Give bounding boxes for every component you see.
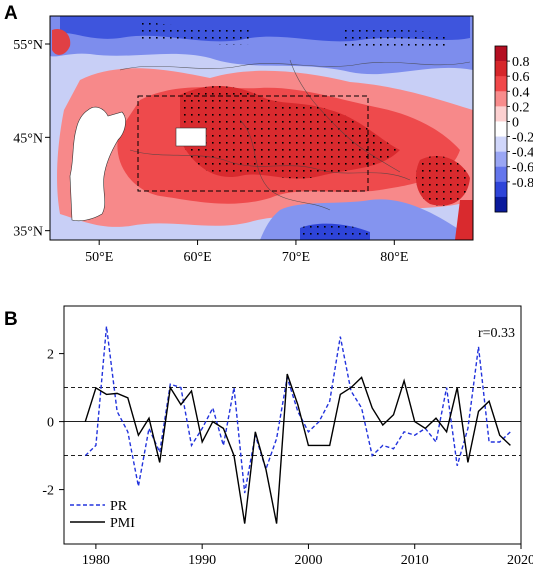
colorbar-segment <box>495 46 507 62</box>
lon-tick-label: 80°E <box>380 250 408 265</box>
y-tick-label: -2 <box>42 484 54 499</box>
colorbar-segment <box>495 181 507 198</box>
colorbar-segment <box>495 196 507 213</box>
x-tick-label: 2010 <box>401 553 429 568</box>
lat-tick-label: 45°N <box>13 131 43 146</box>
colorbar-tick-label: 0.2 <box>512 100 530 115</box>
colorbar-segment <box>495 91 507 107</box>
colorbar-tick-label: 0 <box>512 115 519 130</box>
y-tick-label: 2 <box>47 348 54 363</box>
plot-frame <box>63 305 522 545</box>
map-heatmap <box>50 16 473 240</box>
colorbar-frame <box>494 45 508 213</box>
colorbar-segment <box>495 61 507 77</box>
lon-tick-label: 60°E <box>183 250 211 265</box>
series-line-pr <box>84 326 511 494</box>
map-axes: 50°E 60°E 70°E 80°E 55°N 45°N 35°N <box>13 38 408 265</box>
lon-tick-label: 70°E <box>282 250 310 265</box>
series-line-pmi <box>84 373 511 524</box>
colorbar-segment <box>495 151 507 168</box>
map-frame <box>49 15 474 241</box>
colorbar: 0.80.60.40.20-0.2-0.4-0.6-0.8 <box>494 45 533 213</box>
analysis-box <box>137 95 369 192</box>
lon-tick-label: 50°E <box>85 250 113 265</box>
colorbar-segment <box>495 136 507 152</box>
colorbar-tick-label: -0.2 <box>512 131 533 146</box>
y-tick-label: 0 <box>47 416 54 431</box>
colorbar-segment <box>495 106 507 122</box>
line-chart: 1980 1990 2000 2010 2020 -2 0 2 <box>42 305 533 568</box>
colorbar-tick-label: -0.4 <box>512 146 533 161</box>
legend-label: PR <box>110 499 128 514</box>
x-tick-label: 2020 <box>507 553 533 568</box>
colorbar-segment <box>495 166 507 183</box>
legend: PR PMI <box>70 499 135 531</box>
colorbar-tick-label: 0.4 <box>512 85 530 100</box>
x-tick-label: 2000 <box>294 553 322 568</box>
panel-b-label: B <box>4 309 18 330</box>
colorbar-tick-label: -0.8 <box>512 176 533 191</box>
lat-tick-label: 55°N <box>13 38 43 53</box>
lat-tick-label: 35°N <box>13 225 43 240</box>
colorbar-tick-label: 0.6 <box>512 70 530 85</box>
colorbar-segment <box>495 121 507 137</box>
correlation-annotation: r=0.33 <box>478 326 515 341</box>
colorbar-tick-label: 0.8 <box>512 55 530 70</box>
colorbar-segment <box>495 76 507 92</box>
legend-label: PMI <box>110 516 135 531</box>
x-tick-label: 1990 <box>188 553 216 568</box>
panel-a-label: A <box>4 3 18 24</box>
x-tick-label: 1980 <box>82 553 110 568</box>
colorbar-tick-label: -0.6 <box>512 161 533 176</box>
